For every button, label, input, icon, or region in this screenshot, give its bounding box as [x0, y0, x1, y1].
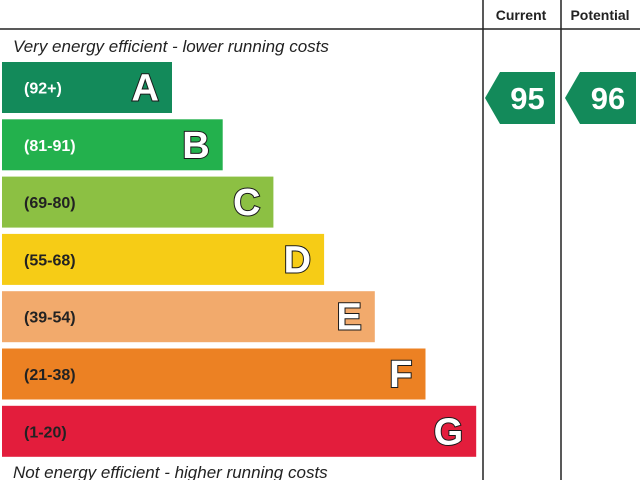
- current-column-header: Current: [496, 7, 547, 23]
- band-d-letter: D: [284, 239, 311, 281]
- band-g-bar: [2, 405, 477, 457]
- band-a-range: (92+): [24, 81, 62, 98]
- band-f-bar: [2, 348, 426, 400]
- band-c-range: (69-80): [24, 195, 76, 212]
- rating-bands: (92+) A (81-91) B (69-80) C (55-68) D (39-54) E (2…: [2, 62, 477, 457]
- potential-rating-value: 96: [591, 81, 625, 116]
- band-d-bar: [2, 233, 325, 285]
- band-f-range: (21-38): [24, 367, 76, 384]
- band-b-range: (81-91): [24, 138, 76, 155]
- rating-markers: 95 96: [485, 72, 636, 124]
- band-a-bar: [2, 62, 172, 113]
- current-rating-value: 95: [510, 81, 544, 116]
- potential-rating-arrow: [565, 72, 636, 124]
- band-g-range: (1-20): [24, 424, 67, 441]
- band-d-range: (55-68): [24, 252, 76, 269]
- band-e-range: (39-54): [24, 310, 76, 327]
- band-a-letter: A: [132, 68, 159, 110]
- top-caption: Very energy efficient - lower running co…: [13, 37, 329, 56]
- potential-column-header: Potential: [570, 7, 629, 23]
- band-c-letter: C: [233, 182, 260, 224]
- band-c-bar: [2, 176, 274, 228]
- current-rating-arrow: [485, 72, 555, 124]
- bottom-caption: Not energy efficient - higher running co…: [13, 463, 328, 480]
- band-b-bar: [2, 119, 223, 171]
- band-g-letter: G: [434, 411, 464, 453]
- band-b-letter: B: [182, 125, 209, 167]
- band-f-letter: F: [389, 354, 412, 396]
- band-e-bar: [2, 291, 375, 343]
- band-e-letter: E: [336, 297, 361, 339]
